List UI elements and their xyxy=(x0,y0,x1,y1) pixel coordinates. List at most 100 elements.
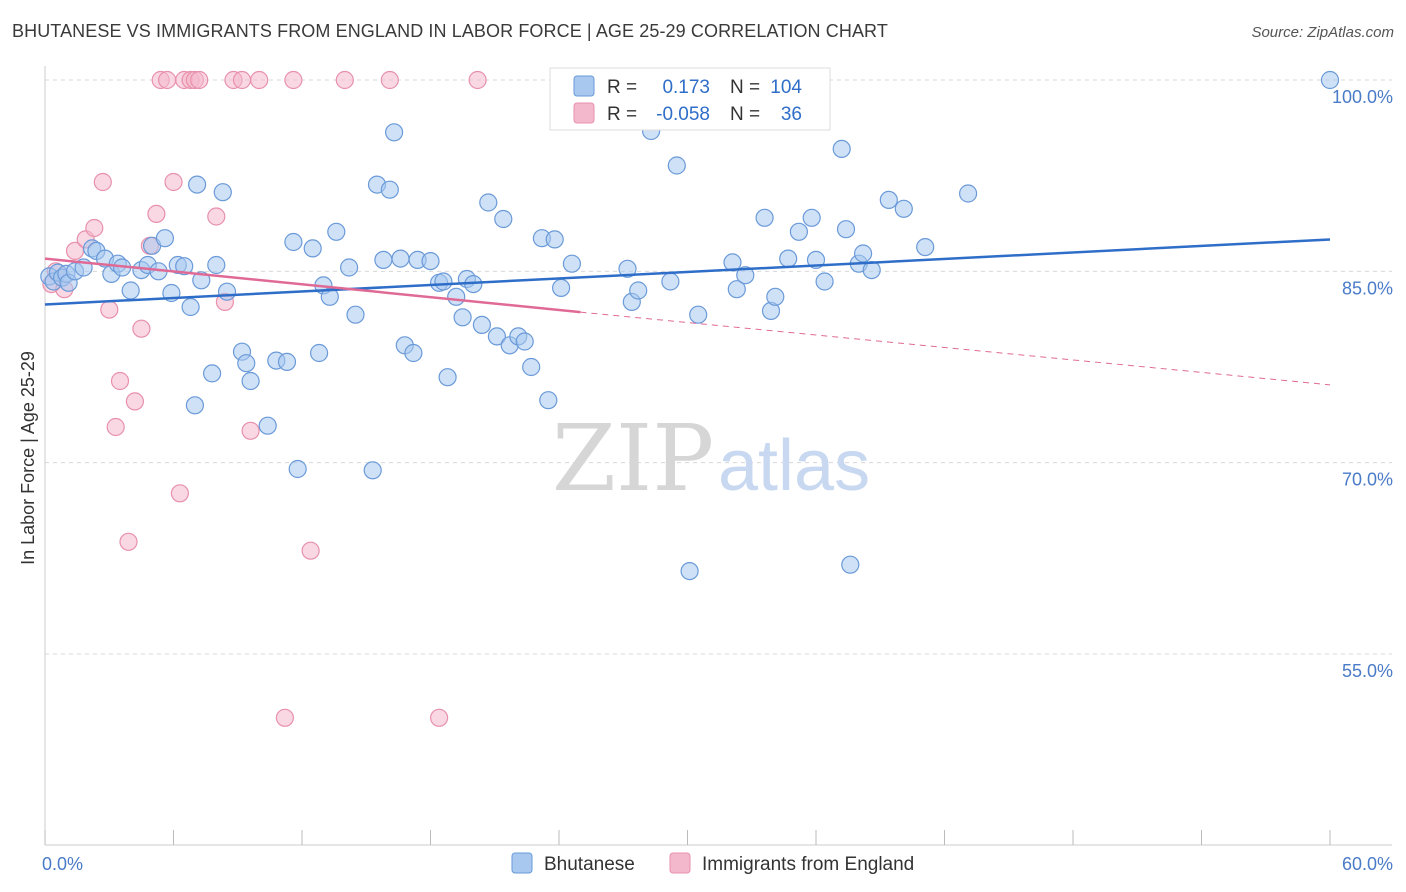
legend-n-value-2: 36 xyxy=(781,104,802,125)
bhutanese-point xyxy=(363,461,382,480)
bhutanese-point xyxy=(815,272,834,291)
bhutanese-point xyxy=(288,459,307,479)
bhutanese-point xyxy=(258,416,277,435)
bhutanese-point xyxy=(185,396,204,415)
y-tick-label: 55.0% xyxy=(1342,661,1393,681)
bhutanese-point xyxy=(879,190,898,209)
bhutanese-point xyxy=(203,364,222,383)
bhutanese-point xyxy=(438,368,457,387)
england-point xyxy=(301,541,320,560)
bhutanese-point xyxy=(515,332,534,351)
bhutanese-point xyxy=(853,244,873,263)
bhutanese-point xyxy=(916,238,935,257)
bhutanese-point xyxy=(217,282,237,301)
x-tick-labels: 0.0% 60.0% xyxy=(42,854,1393,874)
bhutanese-point xyxy=(789,222,809,241)
x-tick-label-min: 0.0% xyxy=(42,854,83,874)
axes xyxy=(44,66,1392,846)
england-point xyxy=(100,300,119,319)
legend-n-label-1: N = xyxy=(730,77,760,98)
bhutanese-point xyxy=(284,232,303,252)
legend-bottom-swatch-pink xyxy=(669,852,691,874)
bhutanese-point xyxy=(404,343,423,363)
bhutanese-point xyxy=(340,258,359,277)
bhutanese-point xyxy=(121,281,140,300)
bhutanese-point xyxy=(522,357,541,377)
trend-line-england xyxy=(44,257,581,314)
y-tick-labels: 55.0% 70.0% 85.0% 100.0% xyxy=(1332,87,1393,681)
bhutanese-point xyxy=(453,308,472,327)
bhutanese-point xyxy=(237,354,256,373)
england-point xyxy=(380,70,399,90)
bhutanese-point xyxy=(380,180,399,199)
bhutanese-point xyxy=(213,183,232,202)
bhutanese-point xyxy=(434,272,453,291)
bhutanese-point xyxy=(629,281,648,300)
bhutanese-point xyxy=(836,220,856,239)
bhutanese-point xyxy=(310,343,329,363)
bhutanese-point xyxy=(661,272,680,291)
trend-line-bhutanese xyxy=(44,238,1331,306)
legend-swatch-blue xyxy=(573,75,595,97)
legend-stats: R = 0.173 N = 104 R = -0.058 N = 36 xyxy=(549,67,831,131)
bhutanese-point xyxy=(894,199,913,218)
series-bhutanese xyxy=(40,70,1340,581)
bhutanese-point xyxy=(277,352,297,371)
legend-r-label-1: R = xyxy=(607,77,637,98)
bhutanese-point xyxy=(155,229,174,248)
england-point xyxy=(158,70,177,90)
watermark-zip: ZIP xyxy=(552,405,714,512)
bhutanese-point xyxy=(391,249,410,268)
england-point xyxy=(164,172,183,192)
england-point xyxy=(250,70,269,90)
england-point xyxy=(85,218,104,238)
bhutanese-point xyxy=(479,193,498,212)
trend-lines xyxy=(44,238,1331,386)
england-point xyxy=(147,204,166,223)
y-tick-label: 85.0% xyxy=(1342,278,1393,298)
bhutanese-point xyxy=(618,259,637,278)
watermark: ZIP atlas xyxy=(552,405,870,512)
bhutanese-point xyxy=(494,209,513,229)
legend-box xyxy=(549,67,831,131)
england-point xyxy=(119,532,138,551)
england-point xyxy=(190,70,209,90)
bhutanese-point xyxy=(346,305,365,324)
bhutanese-point xyxy=(562,254,582,273)
bhutanese-point xyxy=(181,297,200,317)
legend-bottom-swatch-blue xyxy=(511,852,533,874)
bhutanese-point xyxy=(175,257,194,276)
england-point xyxy=(335,70,354,90)
legend-series: Bhutanese Immigrants from England xyxy=(511,852,914,875)
legend-swatch-pink xyxy=(573,102,595,124)
x-tick-label-max: 60.0% xyxy=(1342,854,1393,874)
bhutanese-point xyxy=(755,208,774,227)
bhutanese-point xyxy=(447,287,466,306)
bhutanese-point xyxy=(841,555,860,574)
england-point xyxy=(241,421,260,440)
england-point xyxy=(430,708,449,727)
bhutanese-point xyxy=(374,250,393,269)
england-point xyxy=(110,371,130,391)
bhutanese-point xyxy=(1320,70,1340,90)
legend-bottom-label-pink: Immigrants from England xyxy=(702,854,914,875)
bhutanese-point xyxy=(727,280,746,299)
bhutanese-point xyxy=(472,315,491,334)
bhutanese-point xyxy=(385,123,404,142)
bhutanese-point xyxy=(832,139,851,158)
series-immigrants-from-england xyxy=(42,70,487,727)
england-point xyxy=(275,708,294,727)
bhutanese-point xyxy=(327,222,346,241)
bhutanese-point xyxy=(192,271,211,290)
y-tick-label: 70.0% xyxy=(1342,470,1393,490)
legend-r-value-1: 0.173 xyxy=(662,77,710,98)
source-label: Source: ZipAtlas.com xyxy=(1251,24,1394,41)
bhutanese-point xyxy=(689,305,708,324)
legend-bottom-label-blue: Bhutanese xyxy=(544,854,635,875)
bhutanese-point xyxy=(487,327,506,346)
bhutanese-point xyxy=(667,156,686,175)
bhutanese-point xyxy=(207,255,226,275)
legend-n-value-1: 104 xyxy=(770,77,802,98)
bhutanese-point xyxy=(551,278,571,297)
